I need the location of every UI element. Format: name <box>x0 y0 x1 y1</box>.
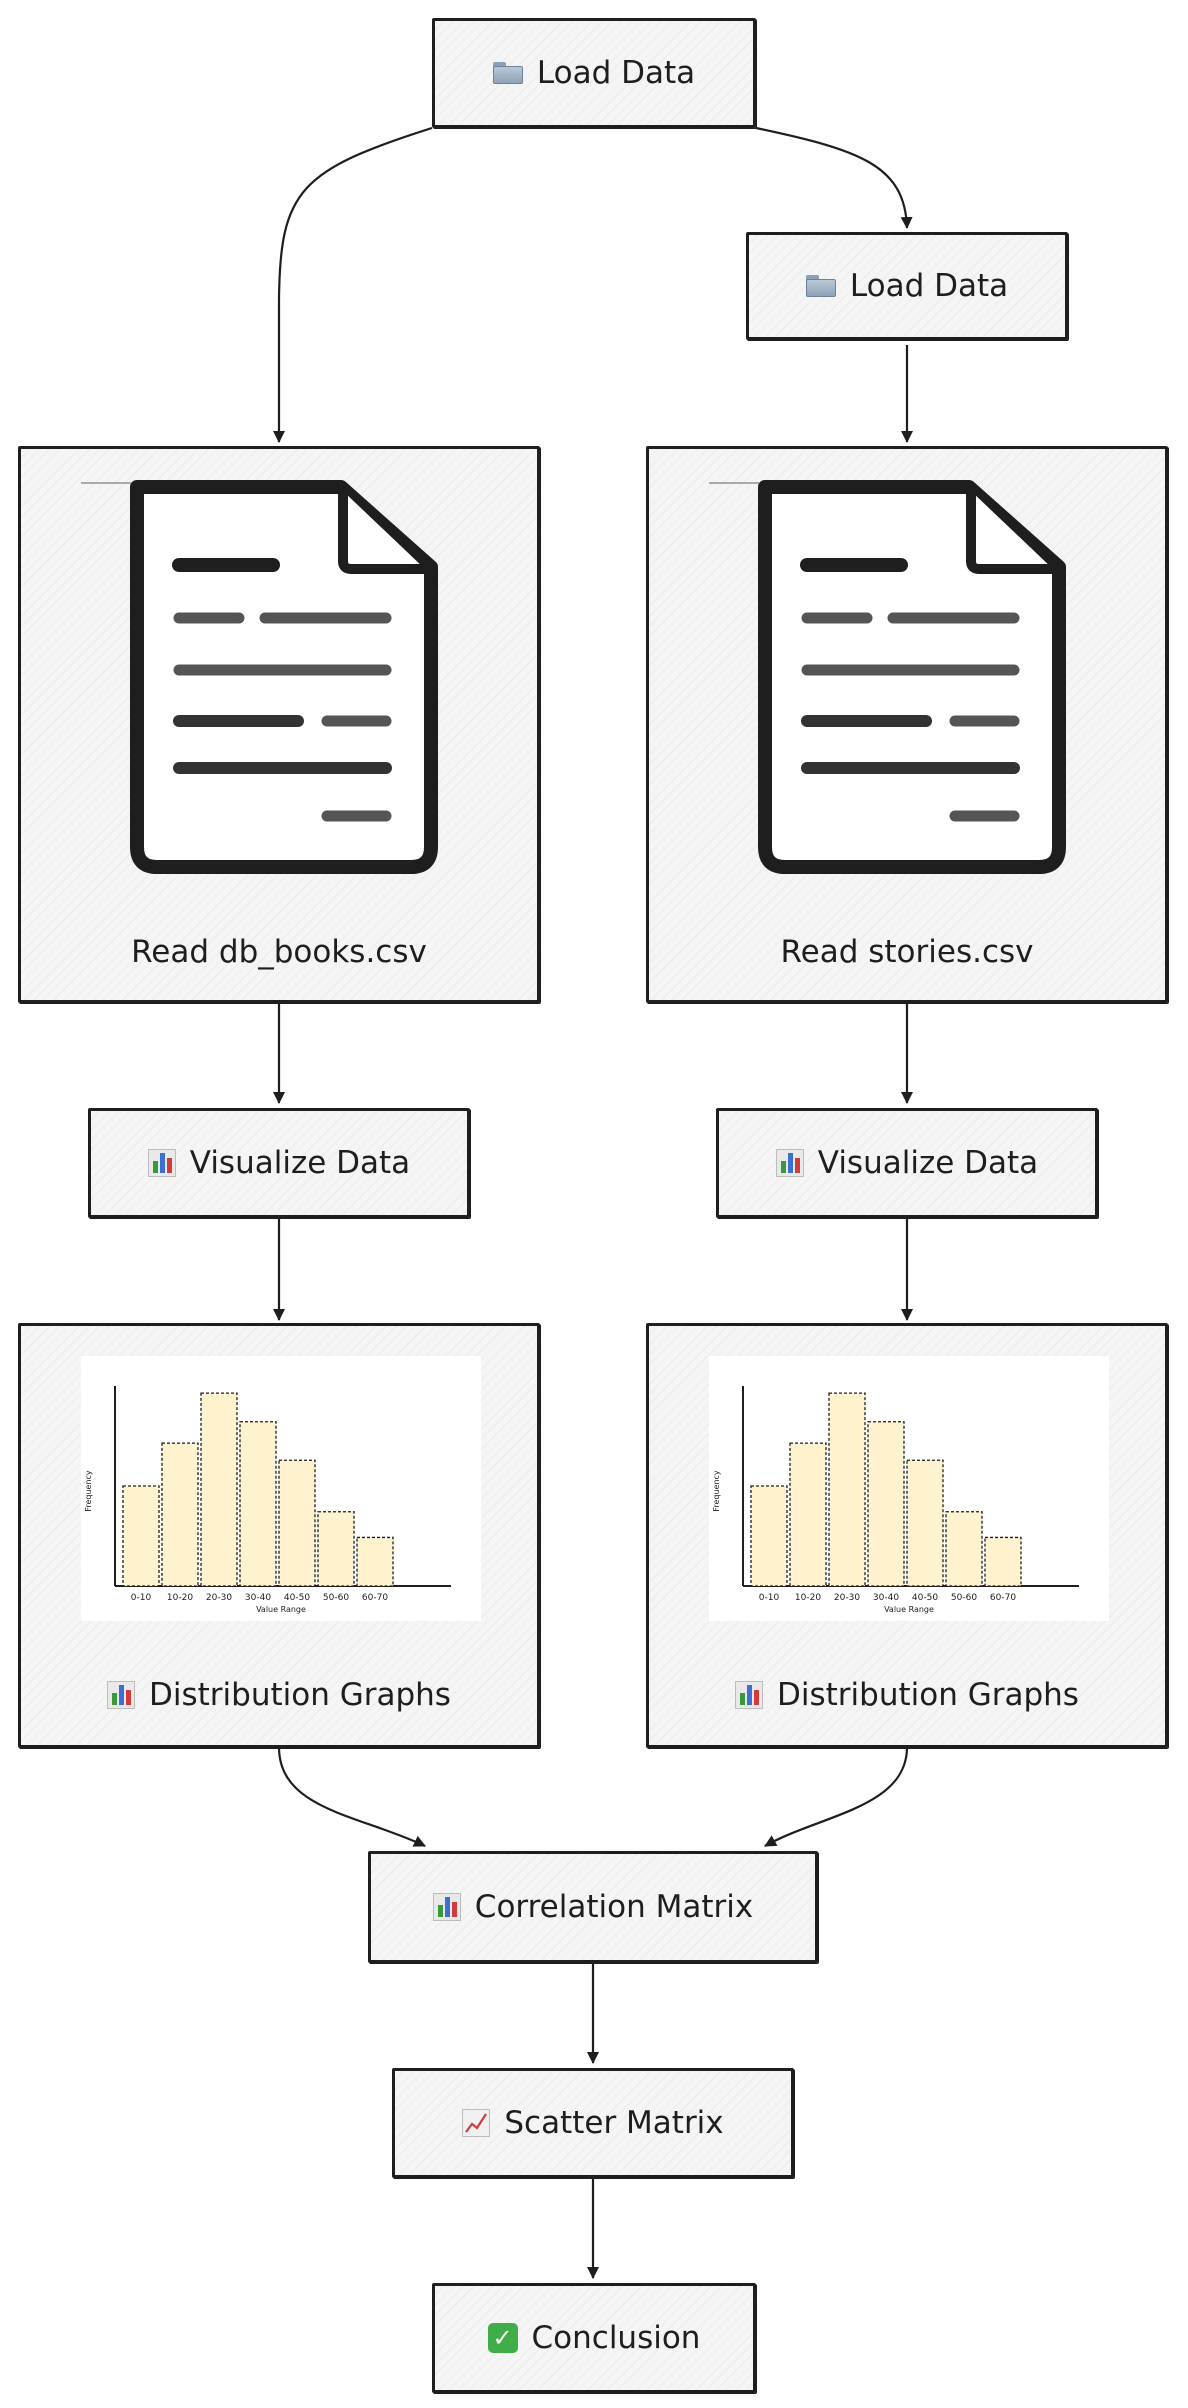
x-tick-label: 60-70 <box>362 1593 388 1603</box>
distribution-graphs-right-node[interactable]: 0-10 10-20 20-30 30-40 40-50 50-60 60-70 Value … <box>646 1323 1168 1748</box>
x-tick-label: 10-20 <box>795 1593 821 1603</box>
x-tick-label: 60-70 <box>990 1593 1016 1603</box>
connector-distribution-right-to-correlation <box>764 1747 909 1847</box>
histogram-bar <box>789 1442 827 1587</box>
x-axis-label: Value Range <box>884 1605 934 1614</box>
node-label: Load Data <box>536 55 696 91</box>
bar-chart-icon <box>775 1149 804 1177</box>
x-tick-label: 50-60 <box>951 1593 977 1603</box>
bar-chart-icon <box>735 1681 764 1709</box>
check-mark-icon: ✓ <box>487 2323 518 2353</box>
histogram-bar <box>161 1442 199 1587</box>
load-data-node[interactable]: Load Data <box>432 18 756 128</box>
node-label: Distribution Graphs <box>149 1677 451 1713</box>
bar-chart-icon <box>147 1149 176 1177</box>
document-icon <box>709 480 1066 874</box>
histogram-bar <box>239 1421 277 1587</box>
correlation-matrix-node[interactable]: Correlation Matrix <box>368 1851 818 1963</box>
histogram-bar <box>356 1536 394 1587</box>
node-label: Load Data <box>849 268 1009 304</box>
x-tick-label: 0-10 <box>759 1593 780 1603</box>
y-axis-label: Frequency <box>84 1470 93 1512</box>
histogram-bar <box>906 1459 944 1587</box>
folder-icon <box>492 62 523 84</box>
connector-distribution-left-to-correlation <box>277 1747 426 1847</box>
visualize-data-left-node[interactable]: Visualize Data <box>88 1108 470 1218</box>
node-label: Correlation Matrix <box>474 1889 754 1925</box>
bar-chart-icon <box>432 1893 461 1921</box>
histogram-bar <box>317 1511 355 1587</box>
histogram-bar <box>945 1511 983 1587</box>
node-label: Visualize Data <box>817 1145 1039 1181</box>
node-label: Distribution Graphs <box>777 1677 1079 1713</box>
connector-load-to-books <box>273 126 433 443</box>
folder-icon <box>805 275 836 297</box>
y-axis-label: Frequency <box>712 1470 721 1512</box>
scatter-matrix-node[interactable]: Scatter Matrix <box>392 2068 794 2178</box>
node-label: Read db_books.csv <box>131 934 427 970</box>
read-books-node[interactable]: Read db_books.csv <box>18 446 540 1003</box>
histogram-bar <box>200 1392 238 1587</box>
load-data-secondary-node[interactable]: Load Data <box>746 232 1068 340</box>
visualize-data-right-node[interactable]: Visualize Data <box>716 1108 1098 1218</box>
connector-load-to-load-right <box>755 126 913 229</box>
line-chart-icon <box>462 2109 491 2137</box>
x-axis-label: Value Range <box>256 1605 306 1614</box>
node-label: Visualize Data <box>189 1145 411 1181</box>
x-tick-label: 20-30 <box>206 1593 232 1603</box>
x-tick-label: 40-50 <box>284 1593 310 1603</box>
document-icon <box>81 480 438 874</box>
x-tick-label: 20-30 <box>834 1593 860 1603</box>
x-tick-label: 30-40 <box>873 1593 899 1603</box>
histogram-bar <box>828 1392 866 1587</box>
x-tick-label: 0-10 <box>131 1593 152 1603</box>
histogram-bar <box>750 1485 788 1587</box>
histogram-chart: 0-10 10-20 20-30 30-40 40-50 50-60 60-70 Value … <box>712 1386 1079 1614</box>
x-tick-label: 40-50 <box>912 1593 938 1603</box>
histogram-bar <box>984 1536 1022 1587</box>
histogram-chart: 0-10 10-20 20-30 30-40 40-50 50-60 60-70 Value … <box>84 1386 451 1614</box>
node-label: Scatter Matrix <box>504 2105 724 2141</box>
bar-chart-icon <box>107 1681 136 1709</box>
histogram-bar <box>867 1421 905 1587</box>
read-stories-node[interactable]: Read stories.csv <box>646 446 1168 1003</box>
histogram-card: 0-10 10-20 20-30 30-40 40-50 50-60 60-70 Value … <box>81 1356 481 1621</box>
node-label: Conclusion <box>531 2320 701 2356</box>
conclusion-node[interactable]: ✓ Conclusion <box>432 2283 756 2393</box>
histogram-bar <box>278 1459 316 1587</box>
x-tick-label: 30-40 <box>245 1593 271 1603</box>
x-tick-label: 50-60 <box>323 1593 349 1603</box>
node-label: Read stories.csv <box>780 934 1034 970</box>
histogram-bar <box>122 1485 160 1587</box>
histogram-card: 0-10 10-20 20-30 30-40 40-50 50-60 60-70 Value … <box>709 1356 1109 1621</box>
x-tick-label: 10-20 <box>167 1593 193 1603</box>
distribution-graphs-left-node[interactable]: 0-10 10-20 20-30 30-40 40-50 50-60 60-70 Value … <box>18 1323 540 1748</box>
